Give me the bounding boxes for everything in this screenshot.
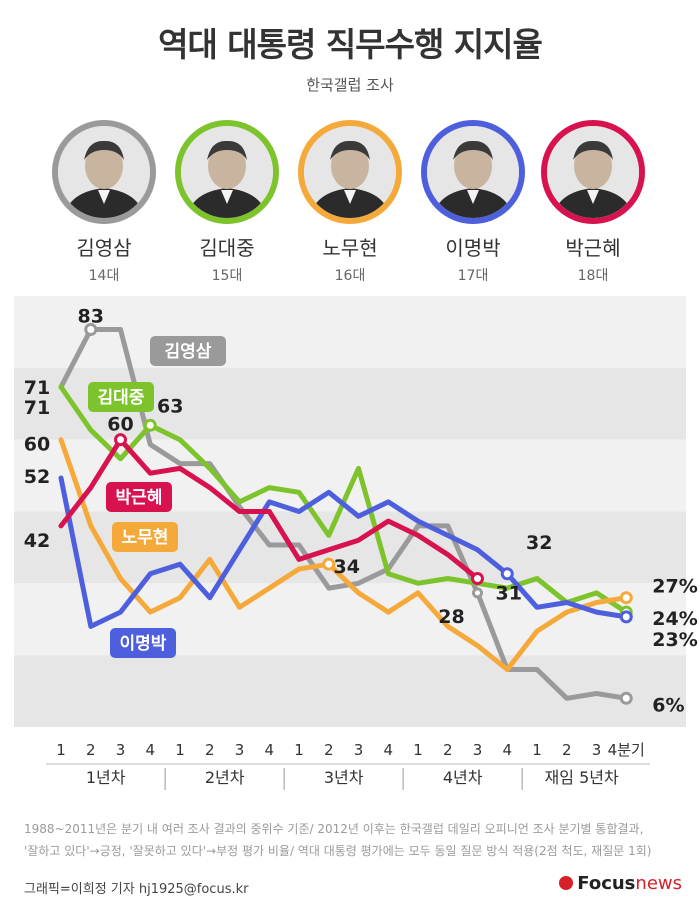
legend-label: 김영삼 [165,342,212,362]
year-group-label: 2년차 [205,768,245,787]
x-tick-label: 4 [264,741,274,759]
data-label: 23% [652,629,697,651]
year-group-label: 1년차 [86,768,126,787]
legend-pill-4 [110,628,176,658]
president-name: 박근혜 [565,236,621,260]
president-name: 김영삼 [76,236,132,260]
data-label: 60 [24,434,50,456]
x-tick-label: 4 [502,741,512,759]
data-point-marker [619,691,633,705]
chart-band [14,655,686,727]
x-tick-label: 2 [205,741,215,759]
data-label: 63 [157,395,183,417]
data-label: 32 [526,532,552,554]
president-card: 노무현 16대 [295,120,405,285]
data-point-marker [619,591,633,605]
x-tick-label: 3 [235,741,245,759]
president-name: 노무현 [322,236,378,260]
data-label: 28 [438,606,464,628]
page-subtitle: 한국갤럽 조사 [306,76,394,94]
graphic-credit: 그래픽=이희정 기자 hj1925@focus.kr [24,882,249,897]
x-tick-label: 1 [175,741,185,759]
data-label: 42 [24,530,50,552]
x-tick-label: 1 [532,741,542,759]
president-name: 김대중 [199,236,255,260]
president-term: 17대 [457,268,489,284]
data-point-marker [84,323,98,337]
x-tick-label: 4 [383,741,393,759]
logo-news-text: news [635,873,682,894]
legend-pill-1 [88,382,154,412]
x-tick-label: 1 [294,741,304,759]
x-tick-label: 2 [562,741,572,759]
legend-label: 박근혜 [116,488,163,508]
data-label: 83 [78,306,104,328]
president-term: 14대 [88,268,120,284]
x-tick-label: 3 [592,741,602,759]
president-card: 박근혜 18대 [538,120,648,285]
data-label: 52 [24,466,50,488]
focus-news-logo: Focusnews [559,873,682,894]
x-tick-label: 1 [413,741,423,759]
year-group-label: 4년차 [443,768,483,787]
portrait-icon [175,120,279,224]
x-tick-label: 2 [324,741,334,759]
data-label: 6% [652,694,684,716]
data-label: 34 [334,556,360,578]
data-label: 60 [107,414,133,436]
page-title: 역대 대통령 직무수행 지지율 [158,25,543,64]
data-label: 24% [652,608,697,630]
legend-pill-3 [112,522,178,552]
series-line-0 [58,327,629,701]
x-tick-label: 2 [86,741,96,759]
portrait-icon [52,120,156,224]
president-name: 이명박 [445,236,501,260]
x-tick-label: 1 [56,741,66,759]
data-label: 71 [24,397,50,419]
data-label: 71 [24,377,50,399]
logo-mark-icon [559,876,574,890]
x-tick-label: 2 [443,741,453,759]
legend-pill-2 [106,482,172,512]
year-group-label: 3년차 [324,768,364,787]
president-term: 18대 [577,268,609,284]
portrait-icon [541,120,645,224]
footnote-line-1: 1988~2011년은 분기 내 여러 조사 결과의 중위수 기준/ 2012년… [24,822,644,836]
x-tick-label: 3 [116,741,126,759]
legend-label: 이명박 [120,634,167,654]
legend-label: 노무현 [122,528,169,548]
data-label: 31 [496,583,522,605]
data-point-marker [114,433,127,447]
data-point-marker [619,610,633,624]
data-point-marker [472,587,483,599]
series-line-3 [58,475,629,629]
data-point-marker [500,567,514,581]
data-point-marker [471,572,484,586]
portrait-icon [298,120,402,224]
series-line-4 [58,437,480,581]
legend-pill-0 [150,336,226,366]
year-group-label: 재임 5년차 [545,768,619,787]
legend-label: 김대중 [98,388,145,408]
president-card: 김대중 15대 [172,120,282,285]
x-tick-label: 3 [354,741,364,759]
president-card: 이명박 17대 [418,120,528,285]
portrait-icon [421,120,525,224]
x-tick-label: 3 [473,741,483,759]
footnote-line-2: '잘하고 있다'→긍정, '잘못하고 있다'→부정 평가 비율/ 역대 대통령 … [24,844,652,858]
x-tick-label: 4분기 [608,741,645,759]
logo-focus-text: Focus [577,873,636,894]
president-card: 김영삼 14대 [49,120,159,285]
data-point-marker [322,557,336,571]
x-tick-label: 4 [145,741,155,759]
president-term: 16대 [334,268,366,284]
data-point-marker [143,418,157,432]
president-term: 15대 [211,268,243,284]
series-line-2 [58,437,629,672]
data-label: 27% [652,576,697,598]
